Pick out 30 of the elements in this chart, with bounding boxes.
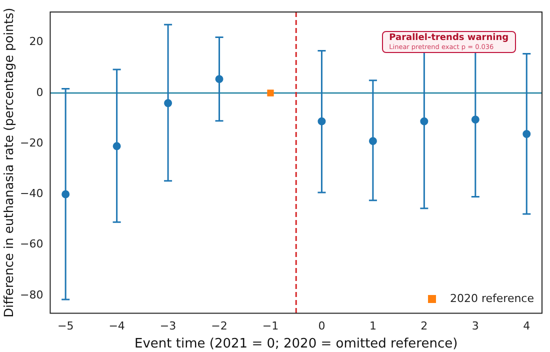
point: [267, 90, 274, 96]
x-tick-label: 2: [420, 320, 428, 333]
point: [215, 75, 224, 84]
y-tick-label: −80: [20, 288, 44, 302]
x-tick-label: 1: [369, 320, 376, 333]
point: [318, 117, 326, 126]
y-axis-title: Difference in euthanasia rate (percentage points): [0, 8, 16, 318]
x-tick-label: 0: [318, 320, 326, 333]
x-tick-label: 3: [472, 320, 479, 333]
legend-label: 2020 reference: [450, 292, 534, 306]
y-tick-label: −40: [20, 187, 44, 200]
point: [164, 99, 172, 108]
point: [62, 190, 70, 198]
x-tick-label: −3: [160, 320, 176, 333]
y-tick-label: 0: [36, 86, 44, 99]
point: [522, 130, 531, 138]
x-tick-label: −2: [211, 320, 228, 333]
y-tick-label: −60: [20, 238, 44, 251]
x-tick-label: −4: [108, 320, 125, 333]
x-axis-title: Event time (2021 = 0; 2020 = omitted reference): [134, 336, 458, 352]
x-tick-label: −5: [57, 320, 74, 333]
annotation: Parallel-trends warning: [389, 33, 509, 43]
point: [471, 116, 480, 124]
x-tick-label: 4: [523, 320, 530, 333]
x-tick-label: −1: [262, 320, 279, 333]
point: [420, 117, 428, 126]
y-tick-label: −20: [20, 136, 44, 150]
y-tick-label: 20: [29, 35, 44, 48]
point: [368, 137, 377, 146]
point: [112, 142, 121, 150]
